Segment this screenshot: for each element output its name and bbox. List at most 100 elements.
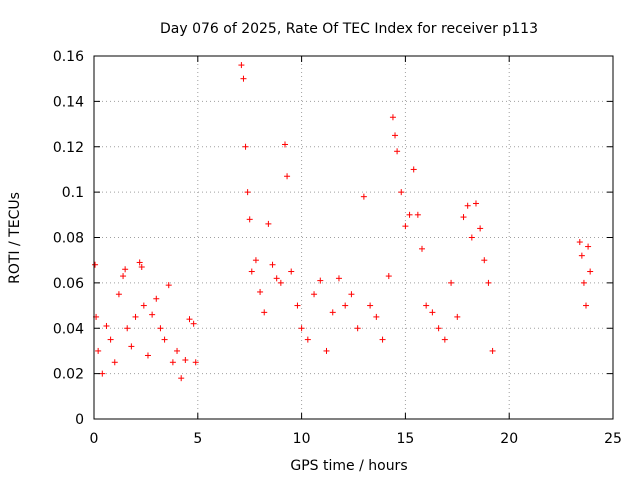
data-point — [373, 313, 380, 320]
data-point — [587, 268, 594, 275]
data-point — [419, 245, 426, 252]
data-point — [323, 347, 330, 354]
data-point — [182, 357, 189, 364]
data-point — [460, 214, 467, 221]
data-point — [261, 309, 268, 316]
data-point — [192, 359, 199, 366]
data-point — [317, 277, 324, 284]
x-axis-label: GPS time / hours — [290, 458, 407, 474]
data-point — [273, 275, 280, 282]
y-tick-label: 0.02 — [53, 367, 84, 383]
data-point — [464, 202, 471, 209]
data-point — [122, 266, 129, 273]
data-point — [576, 239, 583, 246]
data-point — [161, 336, 168, 343]
grid — [94, 56, 613, 419]
data-point — [392, 132, 399, 139]
data-point — [402, 223, 409, 230]
data-point — [454, 313, 461, 320]
data-point — [165, 282, 172, 289]
data-point — [284, 173, 291, 180]
data-point — [244, 189, 251, 196]
data-point — [281, 141, 288, 148]
data-point — [360, 193, 367, 200]
data-point — [111, 359, 118, 366]
data-point — [485, 279, 492, 286]
data-point — [240, 75, 247, 82]
data-point — [398, 189, 405, 196]
data-point — [265, 220, 272, 227]
data-point — [481, 257, 488, 264]
data-point — [277, 279, 284, 286]
data-point — [103, 322, 110, 329]
data-point — [248, 268, 255, 275]
data-point — [435, 325, 442, 332]
data-point — [406, 211, 413, 218]
data-point — [423, 302, 430, 309]
data-point — [389, 114, 396, 121]
data-point — [585, 243, 592, 250]
data-point — [311, 291, 318, 298]
data-point — [178, 375, 185, 382]
data-point — [140, 302, 147, 309]
data-point — [252, 257, 259, 264]
data-point — [448, 279, 455, 286]
data-point — [394, 148, 401, 155]
data-point — [379, 336, 386, 343]
data-point — [477, 225, 484, 232]
data-point — [107, 336, 114, 343]
data-point — [410, 166, 417, 173]
data-point — [186, 316, 193, 323]
data-point — [304, 336, 311, 343]
data-point — [115, 291, 122, 298]
data-point — [238, 62, 245, 69]
data-point — [385, 273, 392, 280]
data-point — [242, 143, 249, 150]
y-tick-label: 0.06 — [53, 276, 84, 292]
data-point — [269, 261, 276, 268]
y-tick-label: 0.1 — [62, 185, 84, 201]
data-point — [174, 347, 181, 354]
data-point — [120, 273, 127, 280]
data-point — [144, 352, 151, 359]
data-point — [157, 325, 164, 332]
data-point — [580, 279, 587, 286]
x-tick-label: 5 — [193, 431, 202, 447]
plot-frame — [93, 55, 614, 420]
data-point — [128, 343, 135, 350]
data-point — [124, 325, 131, 332]
data-point — [92, 261, 99, 268]
y-tick-label: 0.04 — [53, 321, 84, 337]
y-tick-label: 0.14 — [53, 94, 84, 110]
x-tick-label: 25 — [604, 431, 622, 447]
x-tick-label: 20 — [500, 431, 518, 447]
data-point — [298, 325, 305, 332]
data-point — [99, 370, 106, 377]
data-point — [367, 302, 374, 309]
data-point — [136, 259, 143, 266]
data-point — [149, 311, 156, 318]
data-point — [257, 288, 264, 295]
data-point — [246, 216, 253, 223]
data-point — [414, 211, 421, 218]
data-point — [153, 295, 160, 302]
data-point — [583, 302, 590, 309]
data-point — [354, 325, 361, 332]
data-point — [288, 268, 295, 275]
data-point — [95, 347, 102, 354]
data-point — [294, 302, 301, 309]
data-point — [132, 313, 139, 320]
data-point — [489, 347, 496, 354]
data-point — [472, 200, 479, 207]
data-point — [342, 302, 349, 309]
data-point — [190, 320, 197, 327]
x-tick-label: 0 — [90, 431, 99, 447]
data-marks — [92, 62, 594, 382]
data-point — [169, 359, 176, 366]
y-tick-label: 0.16 — [53, 49, 84, 65]
data-point — [441, 336, 448, 343]
data-point — [335, 275, 342, 282]
x-tick-label: 15 — [396, 431, 414, 447]
